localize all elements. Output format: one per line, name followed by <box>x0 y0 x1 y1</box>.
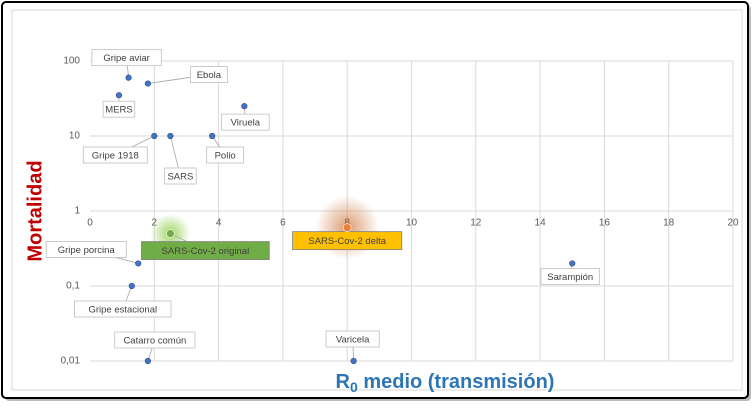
data-label: Catarro común <box>123 336 186 347</box>
point <box>167 132 174 140</box>
point <box>135 260 142 267</box>
x-title-sub: 0 <box>350 379 358 395</box>
data-label: Ebola <box>197 70 222 81</box>
point <box>569 260 576 267</box>
point <box>342 223 352 232</box>
label-box <box>540 268 600 285</box>
data-label: Polio <box>215 151 236 162</box>
point <box>115 92 123 99</box>
data-label: SARS-Cov-2 original <box>162 246 250 257</box>
label-box <box>45 241 127 258</box>
x-tick-label: 20 <box>727 218 739 229</box>
data-label: Viruela <box>231 118 261 129</box>
data-label: MERS <box>105 105 132 116</box>
x-tick-label: 4 <box>216 218 222 229</box>
x-tick-label: 18 <box>663 218 675 229</box>
point <box>151 132 158 140</box>
y-tick-label: 10 <box>69 131 81 142</box>
x-tick-label: 16 <box>599 218 611 229</box>
point <box>166 229 175 238</box>
label-box <box>82 146 148 164</box>
x-tick-label: 12 <box>470 218 482 229</box>
point <box>209 132 216 140</box>
label-box <box>221 113 270 131</box>
y-axis-title: Mortalidad <box>24 160 46 261</box>
point <box>350 357 357 365</box>
point <box>125 74 132 81</box>
label-box <box>325 330 380 348</box>
label-box <box>91 49 162 67</box>
point <box>144 357 151 365</box>
point <box>241 103 248 110</box>
label-box <box>74 300 172 318</box>
y-tick-label: 100 <box>63 56 80 67</box>
x-axis-title: R0 medio (transmisión) <box>336 371 555 394</box>
data-label: Varicela <box>336 335 370 346</box>
x-tick-label: 14 <box>535 218 547 229</box>
x-tick-label: 6 <box>280 218 286 229</box>
chart-border <box>11 9 743 391</box>
data-label: Gripe porcina <box>58 245 116 256</box>
label-box <box>164 167 197 185</box>
data-label: SARS <box>167 172 193 183</box>
y-tick-label: 1 <box>74 206 80 217</box>
label-box <box>189 66 228 83</box>
data-label: Sarampión <box>547 272 593 283</box>
label-box <box>102 100 136 118</box>
label-box <box>206 146 245 164</box>
data-label: Gripe 1918 <box>92 151 139 162</box>
y-tick-label: 0,01 <box>61 356 81 367</box>
data-label: SARS-Cov-2 delta <box>308 236 386 247</box>
point <box>128 282 135 290</box>
data-label: Gripe estacional <box>88 305 157 316</box>
label-box <box>114 331 196 349</box>
x-tick-label: 10 <box>406 218 418 229</box>
y-tick-label: 0,1 <box>66 281 80 292</box>
x-tick-label: 0 <box>87 218 93 229</box>
point <box>144 80 151 87</box>
x-title-main: R <box>336 371 351 393</box>
label-box <box>141 241 270 260</box>
data-label: Gripe aviar <box>103 53 149 64</box>
x-title-rest: medio (transmisión) <box>358 371 555 393</box>
frame <box>1 1 749 399</box>
